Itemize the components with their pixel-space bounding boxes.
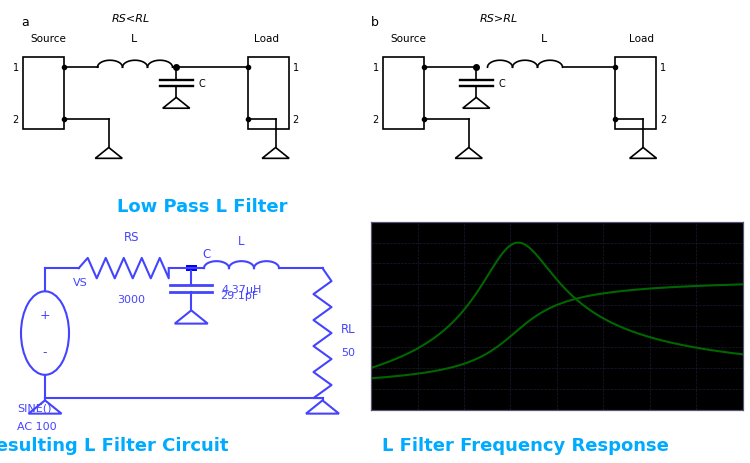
Text: 29.1pF: 29.1pF: [220, 291, 258, 301]
Text: 2: 2: [13, 114, 19, 125]
Text: a: a: [21, 16, 28, 29]
Text: 2: 2: [373, 114, 379, 125]
Text: Source: Source: [391, 34, 427, 44]
Text: C: C: [499, 79, 506, 89]
Text: RS: RS: [124, 230, 139, 243]
Text: 1: 1: [373, 63, 379, 73]
Bar: [186, 265, 196, 272]
Text: 2: 2: [660, 114, 666, 125]
Text: C: C: [202, 247, 211, 260]
Text: RS>RL: RS>RL: [480, 14, 518, 24]
Text: 1: 1: [660, 63, 666, 73]
Text: 50: 50: [341, 347, 356, 357]
Text: L: L: [541, 34, 547, 44]
Text: L: L: [130, 34, 136, 44]
Text: Load: Load: [628, 34, 654, 44]
Text: Low Pass L Filter: Low Pass L Filter: [117, 197, 288, 215]
Text: Resulting L Filter Circuit: Resulting L Filter Circuit: [0, 436, 228, 454]
Bar: [248, 58, 289, 130]
Text: 1: 1: [292, 63, 298, 73]
Text: -: -: [43, 345, 47, 358]
Text: +: +: [40, 308, 50, 321]
Text: VS: VS: [73, 277, 88, 287]
Text: 1: 1: [13, 63, 19, 73]
Bar: [22, 58, 64, 130]
Text: SINE(): SINE(): [17, 403, 52, 413]
Bar: [615, 58, 656, 130]
Text: 2: 2: [292, 114, 298, 125]
Text: Load: Load: [254, 34, 279, 44]
Text: AC 100: AC 100: [17, 421, 57, 432]
Text: L: L: [238, 235, 244, 248]
Text: RS<RL: RS<RL: [112, 14, 150, 24]
Text: 3000: 3000: [117, 294, 146, 304]
Text: L Filter Frequency Response: L Filter Frequency Response: [382, 436, 668, 454]
Bar: [382, 58, 424, 130]
Text: Source: Source: [31, 34, 67, 44]
Text: RL: RL: [341, 322, 356, 335]
Text: b: b: [371, 16, 379, 29]
Text: C: C: [199, 79, 206, 89]
Text: 4.37μH: 4.37μH: [221, 285, 262, 295]
